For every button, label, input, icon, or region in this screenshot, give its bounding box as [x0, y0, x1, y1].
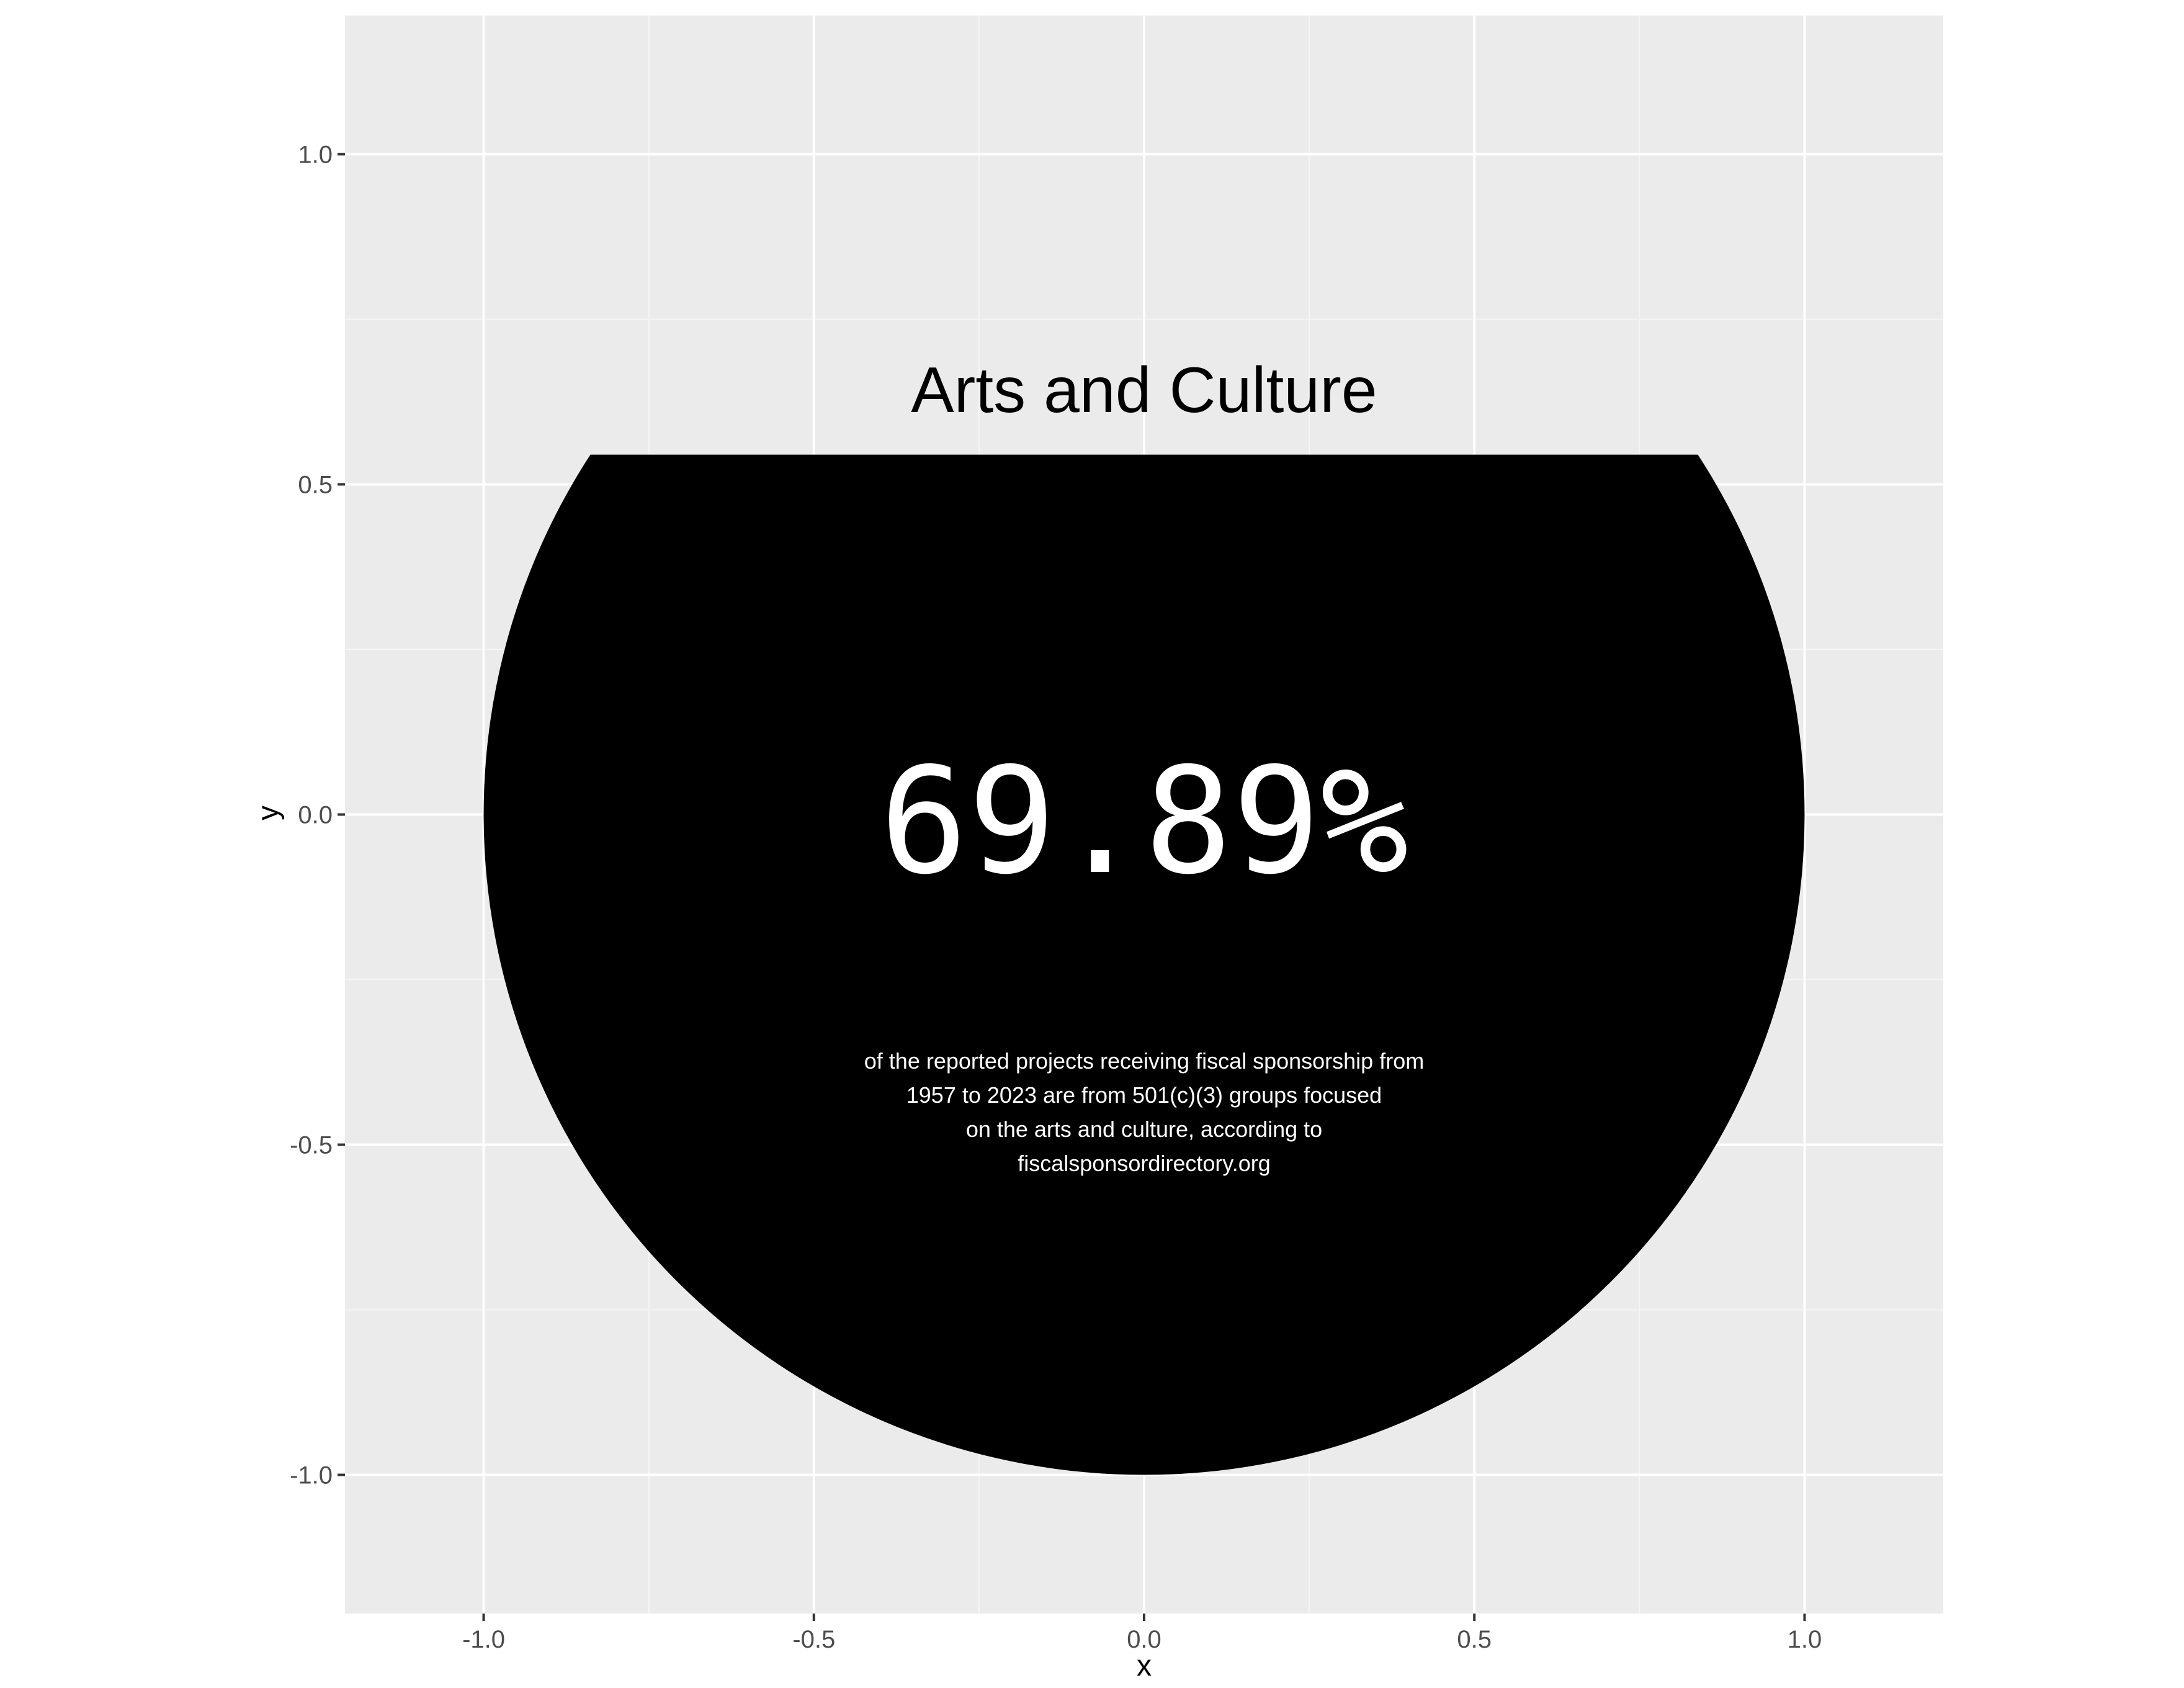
- big-percentage-value: 69.89%: [880, 736, 1409, 907]
- x-tick-label: 1.0: [1788, 1626, 1822, 1653]
- x-tick-label: -1.0: [462, 1626, 505, 1653]
- x-axis-title: x: [1137, 1650, 1152, 1682]
- y-axis-ticks: -1.0 -0.5 0.0 0.5 1.0: [290, 141, 345, 1489]
- caption-line: on the arts and culture, according to: [966, 1116, 1322, 1142]
- x-tick-label: 0.0: [1127, 1626, 1161, 1653]
- x-tick-label: 0.5: [1457, 1626, 1492, 1653]
- y-tick-label: -0.5: [290, 1132, 333, 1159]
- x-axis-ticks: -1.0 -0.5 0.0 0.5 1.0: [462, 1614, 1822, 1653]
- caption: of the reported projects receiving fisca…: [864, 1048, 1424, 1176]
- y-tick-label: -1.0: [290, 1462, 333, 1489]
- y-tick-label: 1.0: [298, 141, 333, 168]
- y-tick-label: 0.5: [298, 471, 333, 498]
- chart-title: Arts and Culture: [911, 354, 1377, 426]
- filled-circle-segment: [483, 454, 1805, 1475]
- y-axis-title: y: [252, 806, 285, 820]
- caption-line: 1957 to 2023 are from 501(c)(3) groups f…: [906, 1082, 1382, 1108]
- caption-line: of the reported projects receiving fisca…: [864, 1048, 1424, 1074]
- caption-line: fiscalsponsordirectory.org: [1018, 1151, 1271, 1176]
- x-tick-label: -0.5: [792, 1626, 835, 1653]
- y-tick-label: 0.0: [298, 802, 333, 829]
